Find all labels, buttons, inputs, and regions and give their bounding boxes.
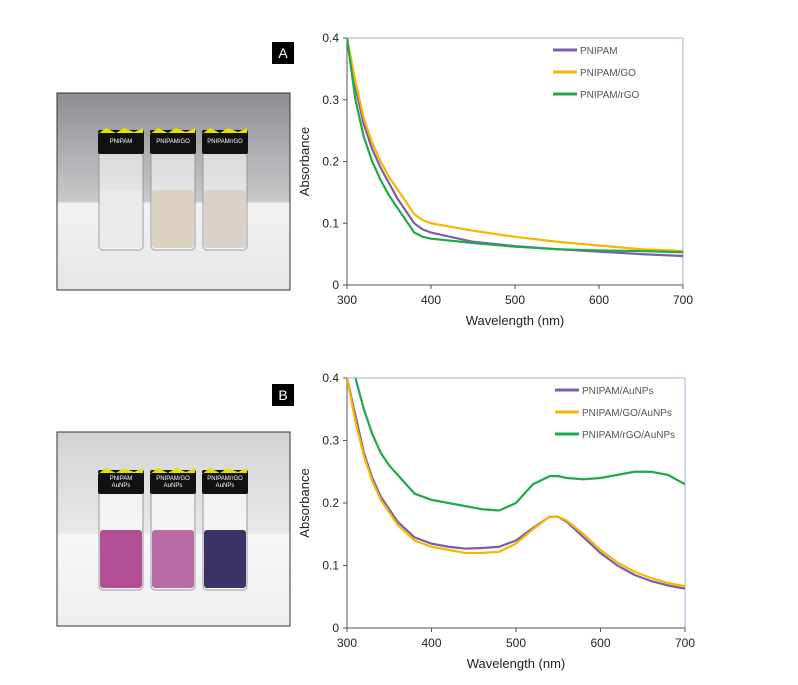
y-tick-label: 0.1: [322, 559, 339, 573]
vial-liquid: [204, 190, 246, 248]
vial-label: PNIPAM/GO: [156, 139, 190, 145]
vial-cap: [202, 470, 248, 494]
panel-label: B: [278, 387, 287, 403]
vial-liquid: [152, 190, 194, 248]
vial-label: PNIPAM/rGO: [207, 139, 243, 145]
x-tick-label: 600: [590, 636, 610, 650]
vial-label: AuNPs: [164, 483, 183, 489]
legend-label: PNIPAM/rGO/AuNPs: [582, 430, 675, 441]
vial-cap: [150, 470, 196, 494]
x-axis-label: Wavelength (nm): [467, 656, 566, 671]
y-tick-label: 0.2: [322, 496, 339, 510]
cap-tape: [150, 468, 195, 474]
y-tick-label: 0.4: [322, 371, 339, 385]
vial-label: PNIPAM/GO: [156, 476, 190, 482]
vial-label: PNIPAM: [110, 476, 133, 482]
y-tick-label: 0: [332, 278, 339, 292]
y-tick-label: 0.2: [322, 155, 339, 169]
vial-liquid: [100, 190, 142, 248]
legend-label: PNIPAM/GO/AuNPs: [582, 408, 672, 419]
vial-label: AuNPs: [112, 483, 131, 489]
panel-badge: [272, 384, 294, 406]
cap-tape: [98, 468, 143, 474]
y-axis-label: Absorbance: [297, 127, 312, 196]
y-tick-label: 0.1: [322, 216, 339, 230]
vial-liquid: [204, 530, 246, 588]
x-tick-label: 600: [589, 293, 609, 307]
legend-label: PNIPAM: [580, 46, 618, 57]
x-tick-label: 300: [337, 293, 357, 307]
vial-cap: [150, 130, 196, 154]
chart: 0 0.1 0.2 0.3 0.4 300 400 500 600 700 Wavelength (…: [297, 371, 695, 671]
y-tick-label: 0: [332, 621, 339, 635]
cap-tape: [202, 468, 247, 474]
panel: BPNIPAMAuNPsPNIPAM/GOAuNPsPNIPAM/rGOAuNP…: [56, 384, 294, 627]
vial-liquid: [152, 530, 194, 588]
legend-label: PNIPAM/GO: [580, 68, 636, 79]
y-tick-label: 0.3: [322, 93, 339, 107]
legend-label: PNIPAM/AuNPs: [582, 386, 654, 397]
series-line: [354, 378, 685, 512]
x-axis-label: Wavelength (nm): [466, 313, 565, 328]
series-line: [347, 38, 683, 254]
x-tick-label: 700: [675, 636, 695, 650]
x-tick-label: 400: [421, 293, 441, 307]
vial-cap: [98, 130, 144, 154]
x-tick-label: 500: [506, 636, 526, 650]
series-line: [347, 38, 683, 253]
x-tick-label: 300: [337, 636, 357, 650]
cap-tape: [98, 128, 143, 134]
legend-label: PNIPAM/rGO: [580, 90, 639, 101]
y-axis-label: Absorbance: [297, 468, 312, 537]
vial-label: PNIPAM/rGO: [207, 476, 243, 482]
vial-cap: [202, 130, 248, 154]
plot-area: [347, 38, 683, 258]
vial-label: AuNPs: [216, 483, 235, 489]
vial-cap: [98, 470, 144, 494]
y-tick-label: 0.4: [322, 31, 339, 45]
series-line: [347, 378, 685, 590]
panel-badge: [272, 42, 294, 64]
plot-area: [347, 378, 685, 590]
vial-liquid: [100, 530, 142, 588]
y-tick-label: 0.3: [322, 434, 339, 448]
cap-tape: [202, 128, 247, 134]
panel: A PNIPAM PNIPAM/GO PNIPAM/rGO: [56, 42, 294, 291]
vial-label: PNIPAM: [110, 139, 133, 145]
panel-label: A: [278, 45, 288, 61]
chart: 0 0.1 0.2 0.3 0.4 300 400 500 600 700 Wavelength (…: [297, 31, 693, 328]
x-tick-label: 700: [673, 293, 693, 307]
x-tick-label: 400: [421, 636, 441, 650]
cap-tape: [150, 128, 195, 134]
series-line: [347, 378, 685, 588]
x-tick-label: 500: [505, 293, 525, 307]
